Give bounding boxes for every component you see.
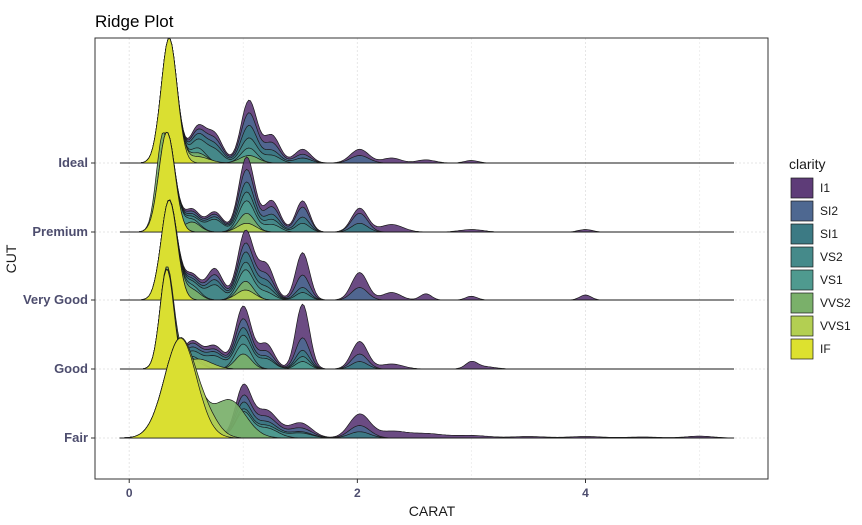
legend-swatch-i1 xyxy=(790,177,814,199)
x-axis-title: CARAT xyxy=(409,503,456,519)
density-if xyxy=(119,337,734,439)
ridges xyxy=(119,37,735,439)
chart-title: Ridge Plot xyxy=(95,12,174,31)
x-tick-label: 0 xyxy=(126,486,133,500)
legend-label-si1: SI1 xyxy=(820,227,838,241)
legend-label-i1: I1 xyxy=(820,181,830,195)
legend-swatch-vs2 xyxy=(790,246,814,268)
legend-label-if: IF xyxy=(820,342,831,356)
x-tick-label: 4 xyxy=(582,486,589,500)
legend-label-si2: SI2 xyxy=(820,204,838,218)
ridge-fair xyxy=(119,337,735,439)
density-if xyxy=(120,200,734,301)
legend: clarity I1 SI2 SI1 VS2 VS1 VVS2 VVS1 IF xyxy=(789,156,851,360)
legend-label-vs1: VS1 xyxy=(820,273,843,287)
y-tick-label: Good xyxy=(54,361,88,376)
legend-swatch-vvs2 xyxy=(790,292,814,314)
density-if xyxy=(120,131,734,233)
y-tick-label: Very Good xyxy=(23,292,88,307)
y-tick-label: Ideal xyxy=(58,155,88,170)
legend-label-vvs2: VVS2 xyxy=(820,296,851,310)
density-if xyxy=(120,38,734,164)
ridge-premium xyxy=(120,131,734,233)
legend-swatch-si2 xyxy=(790,200,814,222)
ridge-very-good xyxy=(120,199,734,301)
y-axis-title: CUT xyxy=(3,244,19,273)
ridge-ideal xyxy=(120,37,734,164)
y-tick-label: Premium xyxy=(32,224,88,239)
legend-title: clarity xyxy=(789,156,826,172)
legend-label-vvs1: VVS1 xyxy=(820,319,851,333)
legend-swatch-vvs1 xyxy=(790,315,814,337)
plot-border xyxy=(94,37,769,480)
legend-swatch-vs1 xyxy=(790,269,814,291)
legend-swatch-if xyxy=(790,338,814,360)
legend-items: I1 SI2 SI1 VS2 VS1 VVS2 VVS1 IF xyxy=(790,177,851,360)
y-tick-label: Fair xyxy=(64,430,88,445)
y-axis-ticks: Fair Good Very Good Premium Ideal xyxy=(23,155,95,445)
x-tick-label: 2 xyxy=(354,486,361,500)
legend-swatch-si1 xyxy=(790,223,814,245)
density-si1 xyxy=(120,38,734,164)
legend-label-vs2: VS2 xyxy=(820,250,843,264)
x-axis-ticks: 0 2 4 xyxy=(126,479,589,500)
